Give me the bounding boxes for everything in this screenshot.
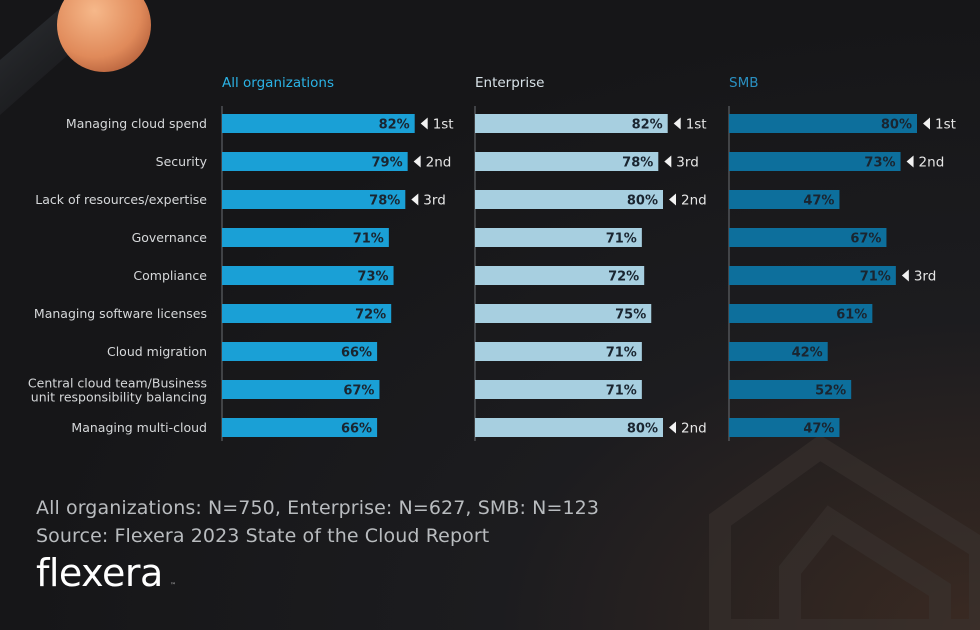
bar-value-label: 67% bbox=[343, 384, 374, 399]
bar-value-label: 52% bbox=[815, 384, 846, 399]
category-label: Compliance bbox=[133, 268, 207, 283]
bar-value-label: 82% bbox=[632, 118, 663, 133]
bar-value-label: 78% bbox=[369, 194, 400, 209]
bar-all bbox=[222, 380, 380, 399]
bar-value-label: 80% bbox=[627, 194, 658, 209]
category-label: Governance bbox=[132, 230, 208, 245]
rank-arrow-icon bbox=[669, 193, 676, 206]
bar-smb bbox=[729, 266, 896, 285]
decorative-square-pattern bbox=[709, 434, 980, 630]
flexera-logo: flexera bbox=[36, 551, 163, 595]
rank-arrow-icon bbox=[906, 155, 914, 168]
bar-all bbox=[222, 304, 392, 323]
bar-value-label: 80% bbox=[881, 118, 912, 133]
rank-label: 1st bbox=[935, 117, 956, 133]
rank-label: 3rd bbox=[676, 155, 698, 171]
bar-all bbox=[222, 190, 406, 209]
bar-value-label: 71% bbox=[606, 346, 637, 361]
bar-value-label: 82% bbox=[379, 118, 410, 133]
rank-label: 3rd bbox=[914, 269, 936, 285]
bar-enterprise bbox=[475, 228, 642, 247]
bar-enterprise bbox=[475, 304, 652, 323]
bar-smb bbox=[729, 114, 917, 133]
series-header-all: All organizations bbox=[222, 75, 334, 91]
rank-label: 3rd bbox=[423, 193, 445, 209]
rank-arrow-icon bbox=[411, 193, 419, 206]
rank-label: 2nd bbox=[681, 421, 707, 437]
category-label: Central cloud team/Business unit responsi… bbox=[28, 376, 207, 405]
bar-value-label: 72% bbox=[608, 270, 639, 285]
category-label: Managing software licenses bbox=[34, 306, 207, 321]
category-label: Managing cloud spend bbox=[66, 116, 207, 131]
bar-value-label: 79% bbox=[372, 156, 403, 171]
planet-circle bbox=[57, 0, 151, 72]
bar-value-label: 67% bbox=[850, 232, 881, 247]
bar-smb bbox=[729, 152, 901, 171]
bar-enterprise bbox=[475, 152, 659, 171]
trademark-symbol: ™ bbox=[170, 582, 176, 589]
bar-enterprise bbox=[475, 418, 663, 437]
bar-all bbox=[222, 342, 378, 361]
bar-value-label: 80% bbox=[627, 422, 658, 437]
bar-smb bbox=[729, 380, 852, 399]
bar-value-label: 75% bbox=[615, 308, 646, 323]
rank-arrow-icon bbox=[413, 155, 421, 168]
category-label: Managing multi-cloud bbox=[71, 420, 207, 435]
bar-value-label: 47% bbox=[803, 194, 834, 209]
bar-smb bbox=[729, 190, 840, 209]
rank-arrow-icon bbox=[901, 269, 909, 282]
series-header-smb: SMB bbox=[729, 75, 758, 91]
bar-all bbox=[222, 228, 389, 247]
rank-arrow-icon bbox=[420, 117, 428, 130]
rank-label: 2nd bbox=[919, 155, 945, 171]
category-label: Cloud migration bbox=[107, 344, 207, 359]
bar-all bbox=[222, 418, 378, 437]
bar-all bbox=[222, 152, 408, 171]
bar-value-label: 78% bbox=[622, 156, 653, 171]
bar-enterprise bbox=[475, 114, 668, 133]
category-label: Security bbox=[156, 154, 208, 169]
bar-smb bbox=[729, 342, 828, 361]
bar-all bbox=[222, 266, 394, 285]
rank-label: 2nd bbox=[681, 193, 707, 209]
bar-value-label: 72% bbox=[355, 308, 386, 323]
bar-value-label: 71% bbox=[353, 232, 384, 247]
bar-value-label: 73% bbox=[357, 270, 388, 285]
bar-all bbox=[222, 114, 415, 133]
sample-size-note: All organizations: N=750, Enterprise: N=… bbox=[36, 497, 600, 519]
bar-value-label: 71% bbox=[860, 270, 891, 285]
bar-enterprise bbox=[475, 342, 642, 361]
bar-value-label: 71% bbox=[606, 384, 637, 399]
bar-enterprise bbox=[475, 190, 663, 209]
bar-smb bbox=[729, 304, 873, 323]
rank-arrow-icon bbox=[669, 421, 676, 434]
bar-value-label: 71% bbox=[606, 232, 637, 247]
bar-smb bbox=[729, 418, 840, 437]
rank-label: 1st bbox=[433, 117, 454, 133]
series-header-enterprise: Enterprise bbox=[475, 75, 544, 91]
bar-value-label: 61% bbox=[836, 308, 867, 323]
rank-arrow-icon bbox=[664, 155, 672, 168]
category-label: Lack of resources/expertise bbox=[35, 192, 207, 207]
bar-enterprise bbox=[475, 266, 645, 285]
source-note: Source: Flexera 2023 State of the Cloud … bbox=[36, 525, 490, 547]
rank-arrow-icon bbox=[923, 117, 930, 130]
rank-label: 2nd bbox=[426, 155, 452, 171]
rank-arrow-icon bbox=[673, 117, 681, 130]
bar-value-label: 73% bbox=[864, 156, 895, 171]
bar-value-label: 66% bbox=[341, 346, 372, 361]
bar-smb bbox=[729, 228, 887, 247]
bar-value-label: 42% bbox=[792, 346, 823, 361]
bar-value-label: 47% bbox=[803, 422, 834, 437]
rank-label: 1st bbox=[686, 117, 707, 133]
bar-value-label: 66% bbox=[341, 422, 372, 437]
bar-enterprise bbox=[475, 380, 642, 399]
